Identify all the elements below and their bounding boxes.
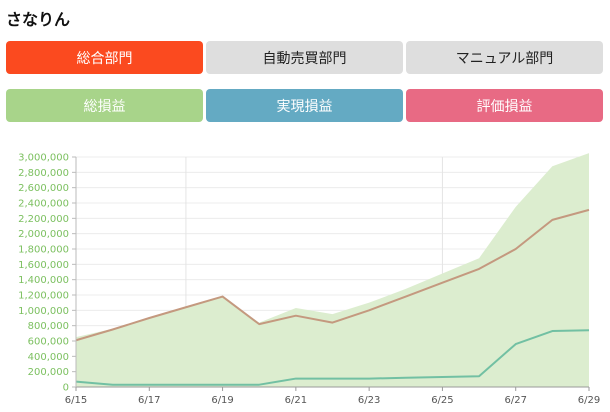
unrealized-pnl-button[interactable]: 評価損益 (406, 89, 603, 122)
y-tick-label: 3,000,000 (18, 153, 69, 164)
tab-overall[interactable]: 総合部門 (6, 41, 203, 74)
metric-button-bar: 総損益 実現損益 評価損益 (6, 89, 603, 122)
y-tick-label: 2,600,000 (18, 183, 69, 194)
page-title: さなりん (6, 10, 71, 29)
x-tick-label: 6/17 (138, 395, 160, 406)
realized-pnl-button[interactable]: 実現損益 (206, 89, 403, 122)
x-tick-label: 6/23 (358, 395, 380, 406)
y-tick-label: 2,000,000 (18, 229, 69, 240)
y-tick-label: 1,600,000 (18, 260, 69, 271)
y-tick-label: 1,000,000 (18, 306, 69, 317)
tab-auto-trading[interactable]: 自動売買部門 (206, 41, 403, 74)
x-tick-label: 6/29 (578, 395, 600, 406)
y-tick-label: 400,000 (28, 352, 69, 363)
y-tick-label: 800,000 (28, 321, 69, 332)
total-pnl-button[interactable]: 総損益 (6, 89, 203, 122)
division-tab-bar: 総合部門 自動売買部門 マニュアル部門 (6, 41, 603, 74)
x-tick-label: 6/25 (431, 395, 453, 406)
y-tick-label: 600,000 (28, 337, 69, 348)
realized-pnl-line (75, 329, 590, 386)
unrealized-pnl-line (75, 208, 590, 342)
tab-manual[interactable]: マニュアル部門 (406, 41, 603, 74)
x-tick-label: 6/19 (211, 395, 233, 406)
pnl-chart: 0 200,000 400,000 600,000 800,000 1,000,000 1,… (0, 145, 610, 412)
total-pnl-area (76, 153, 589, 387)
x-tick-label: 6/27 (504, 395, 526, 406)
y-tick-label: 1,200,000 (18, 291, 69, 302)
x-tick-label: 6/21 (285, 395, 307, 406)
y-tick-label: 2,200,000 (18, 214, 69, 225)
x-tick-label: 6/15 (65, 395, 87, 406)
y-tick-label: 2,800,000 (18, 168, 69, 179)
y-tick-label: 2,400,000 (18, 199, 69, 210)
pnl-chart-svg: 0 200,000 400,000 600,000 800,000 1,000,000 1,… (18, 153, 600, 407)
y-tick-label: 200,000 (28, 367, 69, 378)
y-tick-label: 1,800,000 (18, 245, 69, 256)
y-tick-label: 1,400,000 (18, 275, 69, 286)
y-tick-label: 0 (63, 383, 69, 394)
